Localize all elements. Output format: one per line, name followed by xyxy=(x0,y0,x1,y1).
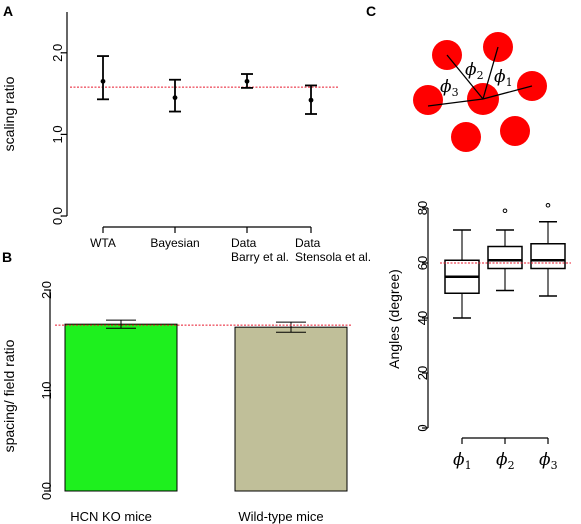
bar xyxy=(234,326,348,492)
outlier xyxy=(545,202,551,208)
y-tick-label: 1.0 xyxy=(50,125,65,143)
y-axis-title: spacing/ field ratio xyxy=(1,339,17,452)
x-tick-label: Data xyxy=(295,236,321,250)
x-tick-label: HCN KO mice xyxy=(70,509,152,524)
x-tick-label: Wild-type mice xyxy=(238,509,323,524)
data-point xyxy=(244,78,250,84)
panel-letter-c: C xyxy=(366,3,376,19)
y-axis-title: Angles (degree) xyxy=(386,269,402,369)
angle-ray xyxy=(446,54,484,100)
y-tick-label: 2.0 xyxy=(39,281,54,299)
phi-1-label: ϕ1 xyxy=(494,67,513,89)
phi-3-label: ϕ3 xyxy=(440,77,459,99)
grid-field-circle xyxy=(500,116,530,146)
spacing-field-ratio-chart: 0.0 1.0 2.0 spacing/ field ratio HCN KO mice… xyxy=(1,281,352,524)
y-tick-label: 60 xyxy=(415,256,430,270)
y-tick-label: 1.0 xyxy=(39,381,54,399)
box xyxy=(487,245,523,270)
angles-boxplot: 0 20 40 60 80 Angles (degree) ϕ1 ϕ2 ϕ3 xyxy=(386,201,571,472)
y-tick-label: 0 xyxy=(415,424,430,431)
y-tick-label: 0.0 xyxy=(39,482,54,500)
x-tick-label: Barry et al. xyxy=(231,250,289,264)
grid-field-circle xyxy=(451,122,481,152)
outlier xyxy=(502,208,508,214)
x-tick-label: ϕ2 xyxy=(496,450,515,472)
data-point xyxy=(172,95,178,101)
grid-field-circle xyxy=(413,85,443,115)
angle-ray xyxy=(482,46,499,100)
y-tick-label: 0.0 xyxy=(50,207,65,225)
x-tick-label: ϕ1 xyxy=(453,450,472,472)
y-tick-label: 20 xyxy=(415,366,430,380)
x-tick-label: Bayesian xyxy=(150,236,199,250)
x-tick-label: Stensola et al. xyxy=(295,250,371,264)
y-tick-label: 2.0 xyxy=(50,44,65,62)
bar xyxy=(64,323,178,492)
angle-ray xyxy=(427,98,484,107)
angle-ray xyxy=(482,85,533,100)
phi-2-label: ϕ2 xyxy=(465,60,484,82)
panel-letter-a: A xyxy=(3,3,13,19)
x-tick-label: ϕ3 xyxy=(539,450,558,472)
grid-angle-diagram: ϕ2 ϕ1 ϕ3 xyxy=(413,32,547,152)
box xyxy=(530,243,566,270)
data-point xyxy=(100,78,106,84)
y-tick-label: 80 xyxy=(415,201,430,215)
y-tick-label: 40 xyxy=(415,311,430,325)
y-axis-title: scaling ratio xyxy=(1,76,17,151)
x-tick-label: Data xyxy=(231,236,257,250)
panel-letter-b: B xyxy=(2,249,12,265)
x-tick-label: WTA xyxy=(90,236,116,250)
data-point xyxy=(308,97,314,103)
